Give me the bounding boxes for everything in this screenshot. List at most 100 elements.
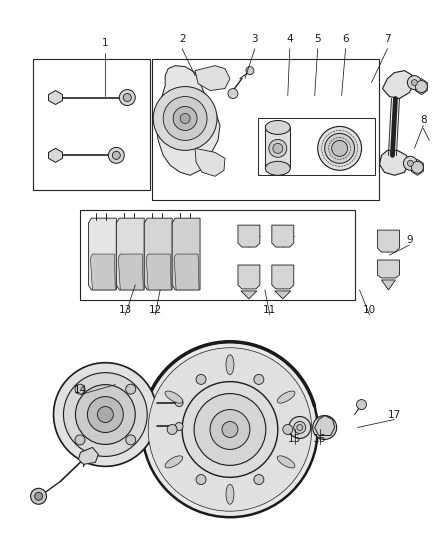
Circle shape (228, 88, 238, 99)
Circle shape (53, 362, 157, 466)
Circle shape (289, 416, 311, 439)
Circle shape (163, 96, 207, 140)
Polygon shape (49, 148, 63, 163)
Circle shape (175, 423, 183, 431)
Circle shape (35, 492, 42, 500)
Circle shape (318, 126, 361, 171)
Polygon shape (174, 254, 199, 290)
Circle shape (269, 140, 287, 157)
Circle shape (297, 424, 303, 431)
Polygon shape (156, 66, 220, 175)
Text: 8: 8 (420, 116, 427, 125)
Text: 1: 1 (102, 38, 109, 48)
Bar (152, 59, 379, 200)
Polygon shape (49, 91, 63, 104)
Circle shape (254, 374, 264, 384)
Text: 9: 9 (406, 235, 413, 245)
Circle shape (325, 133, 355, 163)
Circle shape (273, 143, 283, 154)
Circle shape (75, 435, 85, 445)
Circle shape (64, 373, 147, 456)
Circle shape (411, 161, 424, 173)
Text: 17: 17 (388, 409, 401, 419)
Circle shape (175, 399, 183, 407)
Text: 16: 16 (313, 434, 326, 445)
Polygon shape (195, 148, 225, 176)
Circle shape (411, 79, 417, 86)
Ellipse shape (277, 456, 295, 468)
Circle shape (246, 67, 254, 75)
Circle shape (142, 342, 318, 517)
Bar (258, 118, 374, 175)
Bar (32, 59, 150, 190)
Circle shape (148, 348, 312, 511)
Ellipse shape (165, 391, 183, 403)
Polygon shape (88, 218, 117, 290)
Circle shape (75, 384, 85, 394)
Bar (81, 210, 355, 300)
Polygon shape (314, 416, 335, 435)
Circle shape (196, 374, 206, 384)
Circle shape (97, 407, 113, 423)
Circle shape (182, 382, 278, 478)
Circle shape (407, 76, 421, 90)
Circle shape (173, 107, 197, 131)
Polygon shape (172, 218, 200, 290)
Circle shape (415, 80, 427, 93)
Polygon shape (78, 447, 99, 464)
Circle shape (332, 140, 348, 156)
Polygon shape (238, 265, 260, 289)
Polygon shape (144, 218, 172, 290)
Circle shape (407, 160, 413, 166)
Polygon shape (378, 260, 399, 278)
Text: 12: 12 (148, 305, 162, 315)
Text: 2: 2 (179, 34, 185, 44)
Circle shape (194, 393, 266, 465)
Circle shape (88, 397, 124, 432)
Circle shape (357, 400, 367, 409)
Ellipse shape (265, 120, 290, 134)
Polygon shape (272, 225, 294, 247)
Circle shape (75, 385, 135, 445)
Polygon shape (272, 265, 294, 289)
Circle shape (210, 409, 250, 449)
Circle shape (167, 424, 177, 434)
Text: 14: 14 (74, 385, 87, 394)
Polygon shape (195, 66, 230, 91)
Circle shape (119, 90, 135, 106)
Ellipse shape (265, 161, 290, 175)
Circle shape (403, 156, 417, 171)
Polygon shape (411, 159, 424, 175)
Polygon shape (146, 254, 171, 290)
Polygon shape (265, 127, 290, 168)
Text: 3: 3 (251, 34, 258, 44)
Text: 13: 13 (119, 305, 132, 315)
Text: 10: 10 (363, 305, 376, 315)
Circle shape (294, 422, 306, 433)
Text: 7: 7 (384, 34, 391, 44)
Polygon shape (382, 71, 414, 99)
Circle shape (254, 474, 264, 484)
Polygon shape (378, 230, 399, 252)
Circle shape (126, 384, 136, 394)
Polygon shape (90, 254, 115, 290)
Ellipse shape (226, 484, 234, 504)
Ellipse shape (226, 355, 234, 375)
Ellipse shape (277, 391, 295, 403)
Circle shape (180, 114, 190, 124)
Polygon shape (241, 291, 257, 299)
Polygon shape (381, 280, 396, 290)
Ellipse shape (165, 456, 183, 468)
Circle shape (153, 86, 217, 150)
Text: 4: 4 (286, 34, 293, 44)
Circle shape (313, 416, 337, 439)
Circle shape (196, 474, 206, 484)
Polygon shape (118, 254, 143, 290)
Circle shape (31, 488, 46, 504)
Polygon shape (379, 150, 410, 175)
Circle shape (112, 151, 120, 159)
Polygon shape (117, 218, 144, 290)
Polygon shape (238, 225, 260, 247)
Text: 5: 5 (314, 34, 321, 44)
Polygon shape (275, 291, 291, 299)
